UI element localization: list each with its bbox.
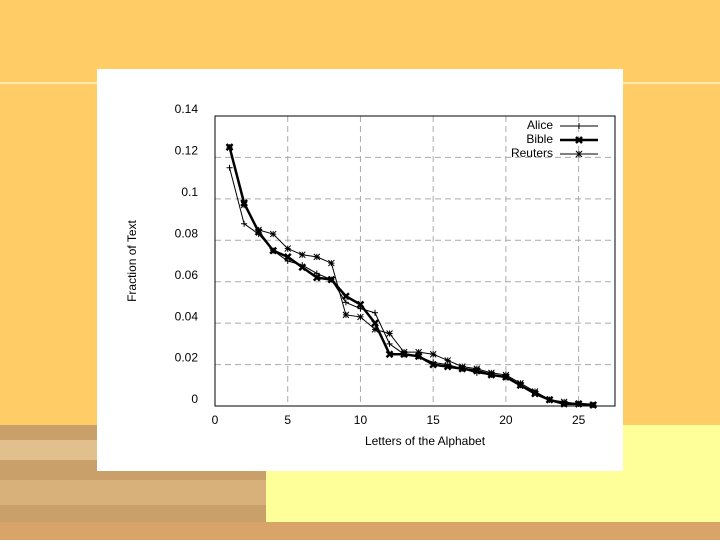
series-line — [229, 146, 594, 406]
marker — [560, 398, 568, 406]
legend-label: Alice — [527, 118, 553, 132]
marker — [298, 251, 306, 259]
marker — [312, 273, 321, 282]
marker — [575, 400, 582, 408]
marker — [284, 245, 292, 252]
marker — [386, 340, 393, 347]
marker — [328, 259, 335, 267]
marker — [283, 252, 292, 261]
marker — [371, 319, 379, 328]
marker — [372, 309, 378, 316]
marker — [298, 263, 307, 272]
marker — [356, 300, 365, 309]
x-tick-label: 20 — [499, 413, 513, 427]
legend-label: Reuters — [511, 146, 553, 160]
y-tick-label: 0.08 — [175, 226, 199, 240]
marker — [342, 311, 350, 319]
marker — [458, 363, 466, 370]
marker — [284, 258, 291, 264]
marker — [531, 388, 539, 395]
marker — [241, 220, 248, 227]
x-tick-label: 15 — [427, 413, 441, 427]
x-tick-label: 10 — [354, 413, 368, 427]
x-tick-label: 25 — [572, 413, 586, 427]
bottom-strip — [0, 522, 720, 540]
marker — [327, 275, 336, 284]
y-tick-label: 0.06 — [175, 268, 199, 282]
marker — [400, 348, 408, 356]
marker — [444, 357, 452, 364]
marker — [473, 365, 481, 373]
marker — [546, 396, 553, 404]
marker — [269, 246, 278, 255]
y-tick-label: 0.04 — [175, 309, 199, 323]
x-tick-label: 5 — [284, 413, 291, 427]
y-tick-label: 0.02 — [175, 351, 199, 365]
plot-frame — [214, 115, 616, 407]
marker — [575, 150, 583, 158]
marker — [443, 362, 452, 371]
y-tick-label: 0 — [191, 392, 198, 406]
marker — [429, 350, 437, 358]
book-image-page — [0, 480, 266, 505]
marker — [357, 313, 364, 321]
marker — [313, 253, 321, 261]
y-tick-label: 0.14 — [175, 102, 199, 116]
marker — [589, 401, 597, 409]
marker — [386, 330, 393, 337]
y-tick-label: 0.1 — [181, 185, 198, 199]
marker — [576, 123, 582, 129]
marker — [255, 226, 262, 234]
x-axis-label: Letters of the Alphabet — [365, 434, 486, 448]
marker — [371, 326, 379, 333]
y-axis-label: Fraction of Text — [125, 219, 139, 301]
marker — [313, 270, 320, 277]
marker — [429, 360, 438, 369]
marker — [415, 348, 422, 356]
x-tick-label: 0 — [212, 413, 219, 427]
marker — [575, 136, 583, 144]
marker — [488, 369, 495, 377]
y-tick-label: 0.12 — [175, 144, 199, 158]
marker — [385, 350, 394, 359]
marker — [269, 230, 277, 238]
legend-label: Bible — [526, 132, 553, 146]
marker — [502, 371, 510, 379]
marker — [240, 201, 248, 209]
marker — [342, 292, 350, 301]
marker — [226, 164, 233, 171]
marker — [517, 379, 524, 387]
marker — [342, 299, 349, 306]
marker — [226, 143, 233, 151]
